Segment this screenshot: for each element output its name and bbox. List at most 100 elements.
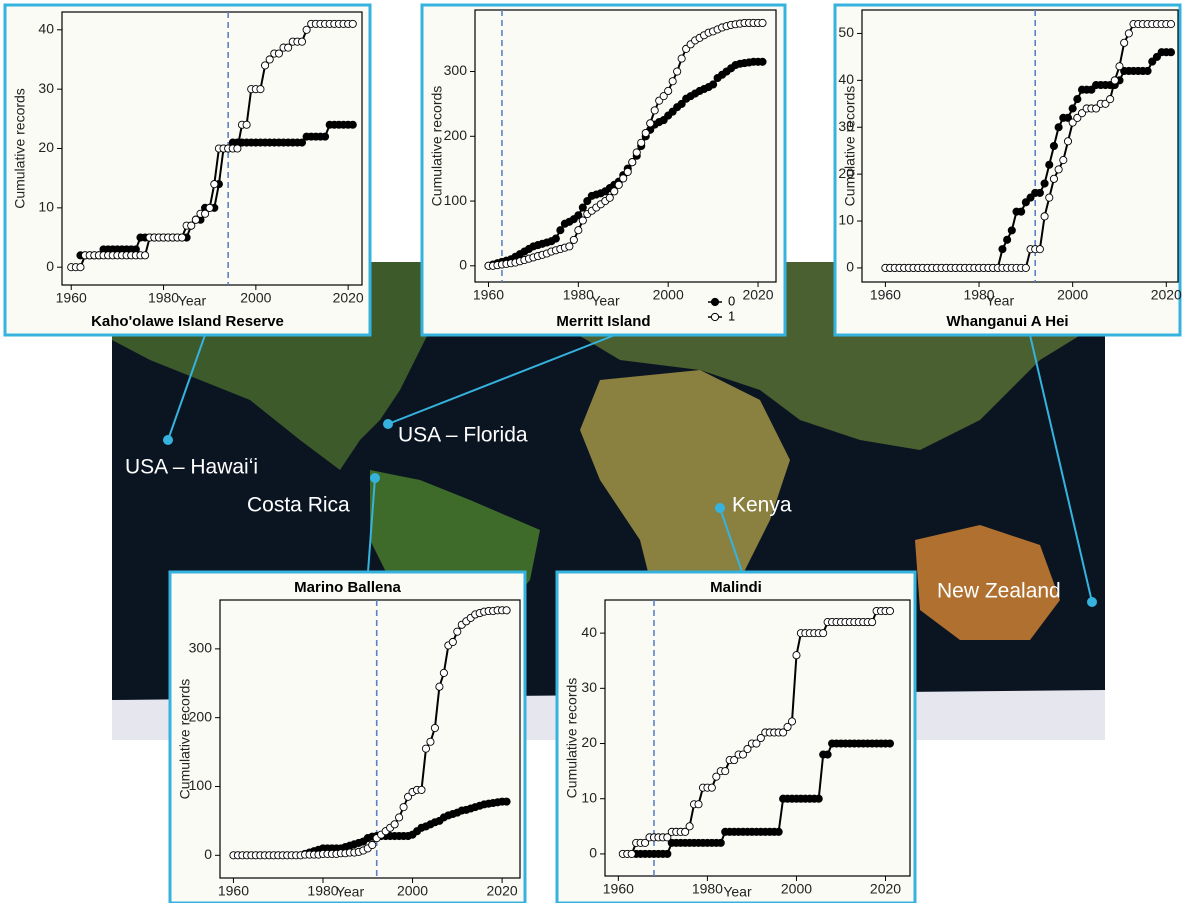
data-point (686, 823, 693, 830)
data-point (611, 188, 618, 195)
data-point (1050, 142, 1057, 149)
chart-title: Marino Ballena (294, 579, 401, 596)
data-point (1060, 156, 1067, 163)
x-tick-label: 1980 (692, 881, 723, 897)
x-tick-label: 1960 (473, 287, 504, 303)
data-point (579, 217, 586, 224)
legend-marker (711, 298, 718, 305)
x-tick-label: 2000 (653, 287, 684, 303)
y-tick-label: 40 (38, 21, 54, 37)
data-point (77, 264, 84, 271)
location-label: USA – Hawaiʻi (125, 456, 258, 479)
data-point (999, 246, 1006, 253)
data-point (1121, 39, 1128, 46)
data-point (1041, 213, 1048, 220)
data-point (440, 669, 447, 676)
data-point (234, 145, 241, 152)
legend-label: 1 (728, 308, 735, 323)
data-point (647, 120, 654, 127)
data-point (391, 821, 398, 828)
data-point (1018, 208, 1025, 215)
x-tick-label: 1960 (56, 290, 87, 306)
location-dot (383, 419, 393, 429)
chart-title: Malindi (710, 579, 762, 596)
x-axis-label: Year (178, 293, 207, 309)
data-point (243, 121, 250, 128)
x-tick-label: 2020 (1151, 287, 1182, 303)
y-axis-label: Cumulative records (12, 88, 28, 209)
data-point (759, 19, 766, 26)
y-tick-label: 200 (444, 127, 468, 143)
data-point (400, 804, 407, 811)
data-point (615, 181, 622, 188)
data-point (1055, 124, 1062, 131)
data-point (1046, 161, 1053, 168)
data-point (1144, 67, 1151, 74)
chart-title: Kaho'olawe Island Reserve (91, 313, 284, 330)
y-tick-label: 300 (444, 62, 468, 78)
data-point (775, 828, 782, 835)
y-tick-label: 0 (459, 257, 467, 273)
data-point (722, 768, 729, 775)
y-tick-label: 10 (838, 212, 854, 228)
y-tick-label: 20 (581, 734, 597, 750)
data-point (552, 235, 559, 242)
data-point (665, 87, 672, 94)
panel-frame (422, 5, 785, 335)
legend-marker (711, 313, 718, 320)
data-point (349, 20, 356, 27)
data-point (570, 236, 577, 243)
location-dot (715, 503, 725, 513)
data-point (664, 850, 671, 857)
chart-title: Whanganui A Hei (946, 313, 1068, 330)
data-point (1022, 264, 1029, 271)
x-tick-label: 2020 (742, 287, 773, 303)
data-point (1069, 105, 1076, 112)
x-tick-label: 2000 (397, 883, 428, 899)
y-tick-label: 0 (46, 258, 54, 274)
data-point (633, 149, 640, 156)
data-point (717, 839, 724, 846)
data-point (431, 724, 438, 731)
location-label: USA – Florida (398, 424, 528, 447)
data-point (1107, 96, 1114, 103)
y-tick-label: 40 (838, 71, 854, 87)
data-point (1050, 175, 1057, 182)
data-point (642, 129, 649, 136)
data-point (886, 607, 893, 614)
data-point (454, 628, 461, 635)
data-point (1004, 236, 1011, 243)
x-tick-label: 1980 (148, 290, 179, 306)
x-axis-label: Year (986, 293, 1015, 309)
data-point (1167, 20, 1174, 27)
chart-panel: 196019802000202001020304050Whanganui A H… (835, 5, 1182, 335)
data-point (606, 194, 613, 201)
data-point (886, 740, 893, 747)
data-point (298, 38, 305, 45)
y-tick-label: 10 (38, 199, 54, 215)
location-dot (163, 435, 173, 445)
x-tick-label: 2020 (870, 881, 901, 897)
chart-panel: 19601980200020200100200300Marino Ballena… (170, 572, 525, 903)
data-point (349, 121, 356, 128)
x-tick-label: 1980 (563, 287, 594, 303)
data-point (1111, 77, 1118, 84)
data-point (620, 175, 627, 182)
data-point (1036, 189, 1043, 196)
x-axis-label: Year (723, 884, 752, 900)
data-point (1041, 180, 1048, 187)
x-tick-label: 2020 (333, 290, 364, 306)
data-point (708, 784, 715, 791)
data-point (629, 159, 636, 166)
data-point (759, 58, 766, 65)
x-tick-label: 2020 (487, 883, 518, 899)
data-point (815, 795, 822, 802)
data-point (321, 133, 328, 140)
data-point (695, 801, 702, 808)
data-point (579, 204, 586, 211)
data-point (1064, 138, 1071, 145)
data-point (824, 751, 831, 758)
data-point (624, 168, 631, 175)
